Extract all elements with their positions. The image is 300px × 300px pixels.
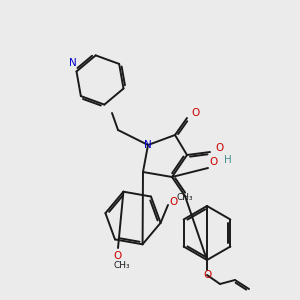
Text: O: O bbox=[114, 251, 122, 261]
Text: N: N bbox=[144, 140, 152, 150]
Text: O: O bbox=[209, 157, 217, 167]
Text: O: O bbox=[192, 108, 200, 118]
Text: O: O bbox=[170, 197, 178, 207]
Text: H: H bbox=[224, 155, 232, 165]
Text: CH₃: CH₃ bbox=[177, 194, 193, 202]
Text: O: O bbox=[215, 143, 223, 153]
Text: O: O bbox=[203, 270, 211, 280]
Text: N: N bbox=[69, 58, 77, 68]
Text: CH₃: CH₃ bbox=[114, 262, 130, 271]
